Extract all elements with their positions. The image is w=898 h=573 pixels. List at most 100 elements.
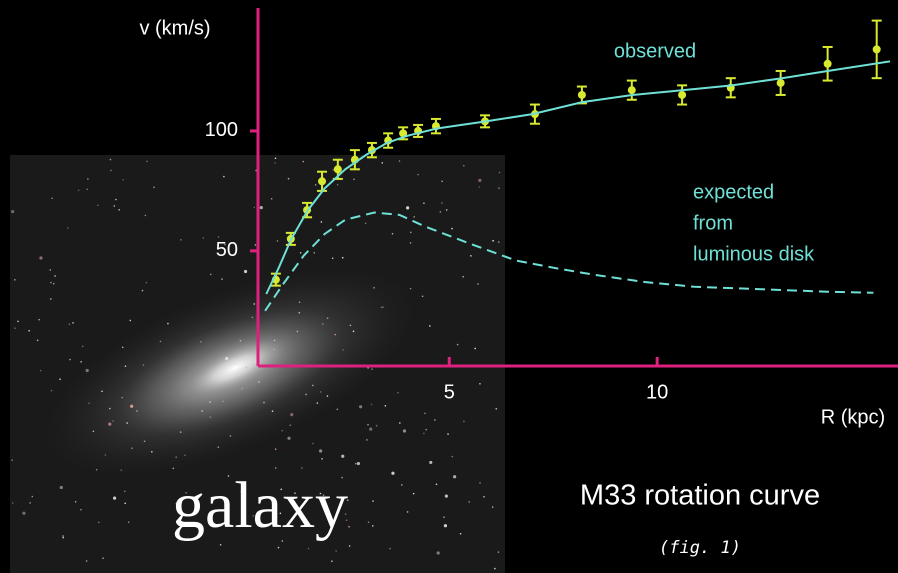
star xyxy=(451,228,453,230)
star xyxy=(371,368,373,370)
star xyxy=(423,202,425,204)
star xyxy=(87,178,89,180)
star xyxy=(210,274,212,276)
star xyxy=(359,405,362,408)
star xyxy=(407,511,409,513)
star xyxy=(470,255,472,257)
star xyxy=(410,232,412,234)
star xyxy=(39,256,42,259)
star xyxy=(441,180,443,182)
star xyxy=(72,322,74,324)
star xyxy=(373,287,375,289)
star xyxy=(447,433,449,435)
star xyxy=(299,312,301,314)
star xyxy=(410,242,412,244)
x-axis-label: R (kpc) xyxy=(821,406,885,428)
star xyxy=(144,440,146,442)
star xyxy=(424,413,426,415)
star xyxy=(499,172,501,174)
star xyxy=(365,223,367,225)
y-tick-label: 100 xyxy=(205,119,238,141)
star xyxy=(429,325,431,327)
star xyxy=(401,484,403,486)
star xyxy=(221,278,223,280)
star xyxy=(425,429,427,431)
star xyxy=(289,424,291,426)
star xyxy=(350,325,352,327)
star xyxy=(492,506,494,508)
x-tick-label: 5 xyxy=(444,381,455,403)
star xyxy=(463,165,465,167)
star xyxy=(312,443,314,445)
annotation: observed xyxy=(614,40,696,62)
star xyxy=(209,401,211,403)
star xyxy=(355,463,357,465)
star xyxy=(136,410,138,412)
star xyxy=(126,422,128,424)
star xyxy=(337,184,339,186)
star xyxy=(244,270,247,273)
star xyxy=(88,402,90,404)
star xyxy=(441,202,443,204)
star xyxy=(255,361,257,363)
star xyxy=(353,179,355,181)
star xyxy=(413,493,415,495)
x-tick-label: 10 xyxy=(646,381,668,403)
star xyxy=(235,363,237,365)
star xyxy=(175,456,177,458)
star xyxy=(253,303,255,305)
star xyxy=(37,340,39,342)
star xyxy=(108,423,111,426)
star xyxy=(115,199,117,201)
star xyxy=(22,512,25,515)
data-point xyxy=(777,79,785,87)
data-point xyxy=(578,91,586,99)
star xyxy=(353,331,355,333)
star xyxy=(113,205,115,207)
star xyxy=(381,307,383,309)
star xyxy=(444,524,447,527)
star xyxy=(80,361,82,363)
star xyxy=(153,187,155,189)
star xyxy=(376,425,378,427)
star xyxy=(97,205,99,207)
star xyxy=(391,472,394,475)
star xyxy=(349,545,351,547)
star xyxy=(12,502,14,504)
star xyxy=(462,276,464,278)
star xyxy=(120,469,122,471)
star xyxy=(413,216,415,218)
star xyxy=(495,408,497,410)
data-point xyxy=(824,60,832,68)
y-axis-label: v (km/s) xyxy=(139,17,210,39)
star xyxy=(468,501,470,503)
star xyxy=(463,421,465,423)
data-point xyxy=(334,165,342,173)
star xyxy=(252,316,254,318)
star xyxy=(86,560,88,562)
star xyxy=(498,551,500,553)
star xyxy=(312,385,314,387)
star xyxy=(253,207,255,209)
star xyxy=(69,359,71,361)
star xyxy=(332,169,334,171)
star xyxy=(143,364,145,366)
star xyxy=(38,319,40,321)
star xyxy=(53,283,55,285)
star xyxy=(209,416,211,418)
star xyxy=(446,209,448,211)
star xyxy=(225,357,228,360)
star xyxy=(334,334,336,336)
star xyxy=(14,327,16,329)
star xyxy=(399,422,401,424)
star xyxy=(366,439,368,441)
data-point xyxy=(628,86,636,94)
star xyxy=(122,347,124,349)
star xyxy=(82,345,84,347)
star xyxy=(167,323,169,325)
star xyxy=(308,548,310,550)
star xyxy=(317,402,319,404)
image-label: galaxy xyxy=(172,469,348,542)
star xyxy=(399,160,401,162)
star xyxy=(104,454,106,456)
